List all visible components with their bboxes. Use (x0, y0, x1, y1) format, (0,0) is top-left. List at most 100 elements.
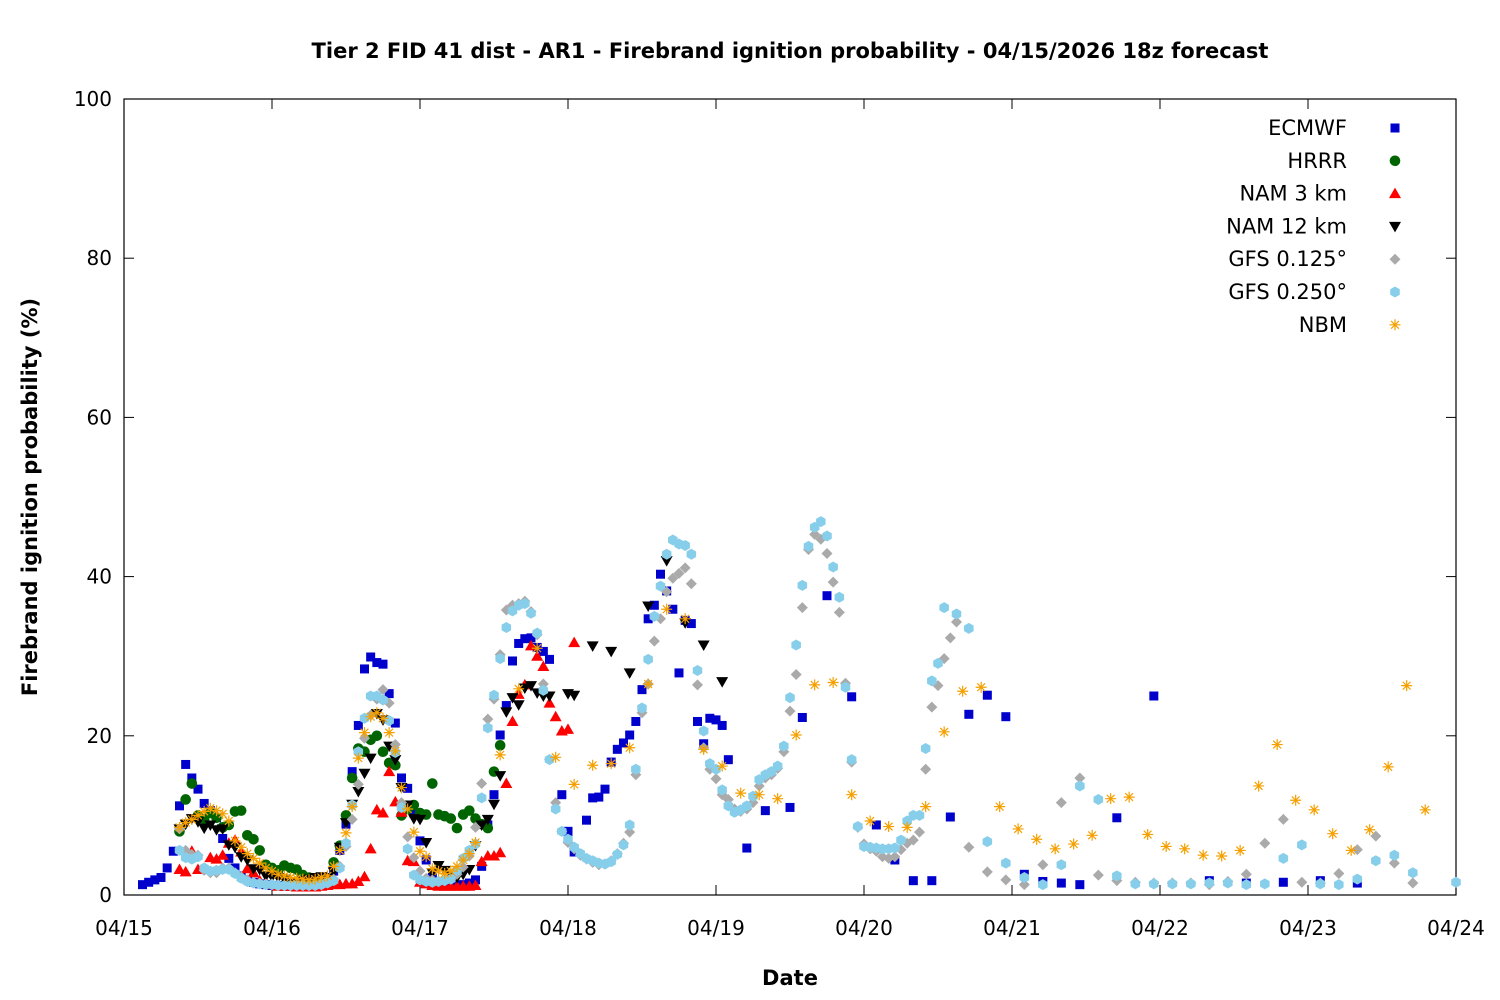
data-point (631, 763, 641, 775)
data-point (346, 801, 358, 813)
data-point (1167, 878, 1178, 890)
data-point (180, 794, 191, 805)
data-point (248, 833, 259, 845)
data-point (470, 821, 481, 833)
data-point (1407, 877, 1419, 889)
data-point (402, 803, 414, 815)
data-point (692, 665, 703, 677)
data-point (1352, 873, 1363, 885)
data-point (557, 825, 567, 837)
data-point (364, 842, 377, 854)
legend-item-nam-12-km: NAM 12 km (1226, 214, 1401, 238)
data-point (920, 801, 932, 813)
data-point (705, 713, 715, 723)
data-point (1001, 857, 1011, 869)
data-point (341, 837, 351, 849)
data-point (920, 763, 932, 775)
data-point (210, 853, 223, 864)
data-point (414, 845, 426, 857)
data-point (512, 700, 525, 711)
data-point (600, 784, 610, 794)
data-point (791, 639, 801, 651)
legend-marker (1390, 123, 1400, 133)
data-point (1018, 879, 1030, 891)
data-point (144, 877, 154, 887)
data-point (377, 684, 389, 696)
data-point (785, 692, 795, 704)
data-point (797, 579, 808, 591)
data-point (538, 684, 549, 696)
data-point (686, 619, 696, 629)
data-point (272, 868, 284, 880)
data-point (1000, 874, 1012, 886)
data-point (475, 855, 488, 867)
data-point (1056, 878, 1066, 888)
legend-label: HRRR (1287, 149, 1347, 173)
data-point (371, 730, 383, 742)
data-point (685, 578, 697, 590)
data-point (822, 591, 832, 601)
data-point (475, 820, 488, 831)
data-point (315, 871, 327, 883)
data-point (1075, 780, 1085, 792)
data-point (822, 530, 832, 542)
data-point (531, 650, 544, 661)
data-point (1112, 813, 1122, 823)
legend-marker (1389, 187, 1401, 199)
data-point (772, 793, 784, 805)
data-point (439, 868, 451, 880)
data-point (1327, 828, 1339, 840)
data-point (1123, 791, 1135, 803)
data-point (938, 726, 950, 738)
data-point (680, 540, 690, 552)
data-point (352, 752, 364, 764)
data-point (1001, 712, 1011, 722)
data-point (637, 702, 647, 714)
data-point (840, 681, 851, 693)
data-point (174, 821, 185, 833)
data-point (1277, 813, 1289, 825)
data-point (643, 614, 653, 624)
series-layer (138, 516, 1461, 892)
data-point (625, 730, 635, 740)
data-point (285, 871, 296, 883)
x-axis: 04/15 04/16 04/17 04/18 04/19 04/20 04/21 04/22… (95, 99, 1485, 940)
y-tick-label: 100 (74, 87, 112, 111)
data-point (241, 848, 253, 860)
data-point (1315, 878, 1326, 890)
data-point (660, 556, 673, 567)
series-ecmwf (138, 569, 1362, 891)
data-point (217, 808, 229, 820)
data-point (586, 641, 599, 652)
data-point (483, 722, 493, 734)
data-point (397, 773, 406, 783)
data-point (716, 760, 728, 772)
data-point (889, 851, 901, 863)
data-point (179, 865, 192, 877)
data-point (642, 678, 654, 690)
data-point (359, 712, 370, 724)
data-point (297, 873, 309, 885)
data-point (260, 862, 272, 874)
data-point (180, 817, 192, 829)
data-point (537, 660, 550, 672)
data-point (920, 743, 931, 755)
y-tick-label: 40 (87, 565, 112, 589)
data-point (1038, 879, 1048, 891)
data-point (1112, 870, 1122, 882)
data-point (846, 789, 858, 801)
data-point (557, 790, 567, 800)
data-point (402, 831, 414, 843)
data-point (402, 843, 413, 855)
data-point (211, 805, 222, 817)
data-point (784, 705, 796, 717)
data-point (173, 863, 186, 875)
data-point (538, 646, 548, 656)
data-point (506, 715, 519, 726)
data-point (366, 652, 376, 662)
data-point (1259, 837, 1271, 849)
data-point (224, 853, 234, 863)
data-point (853, 821, 863, 833)
data-point (827, 576, 839, 588)
data-point (352, 778, 364, 790)
